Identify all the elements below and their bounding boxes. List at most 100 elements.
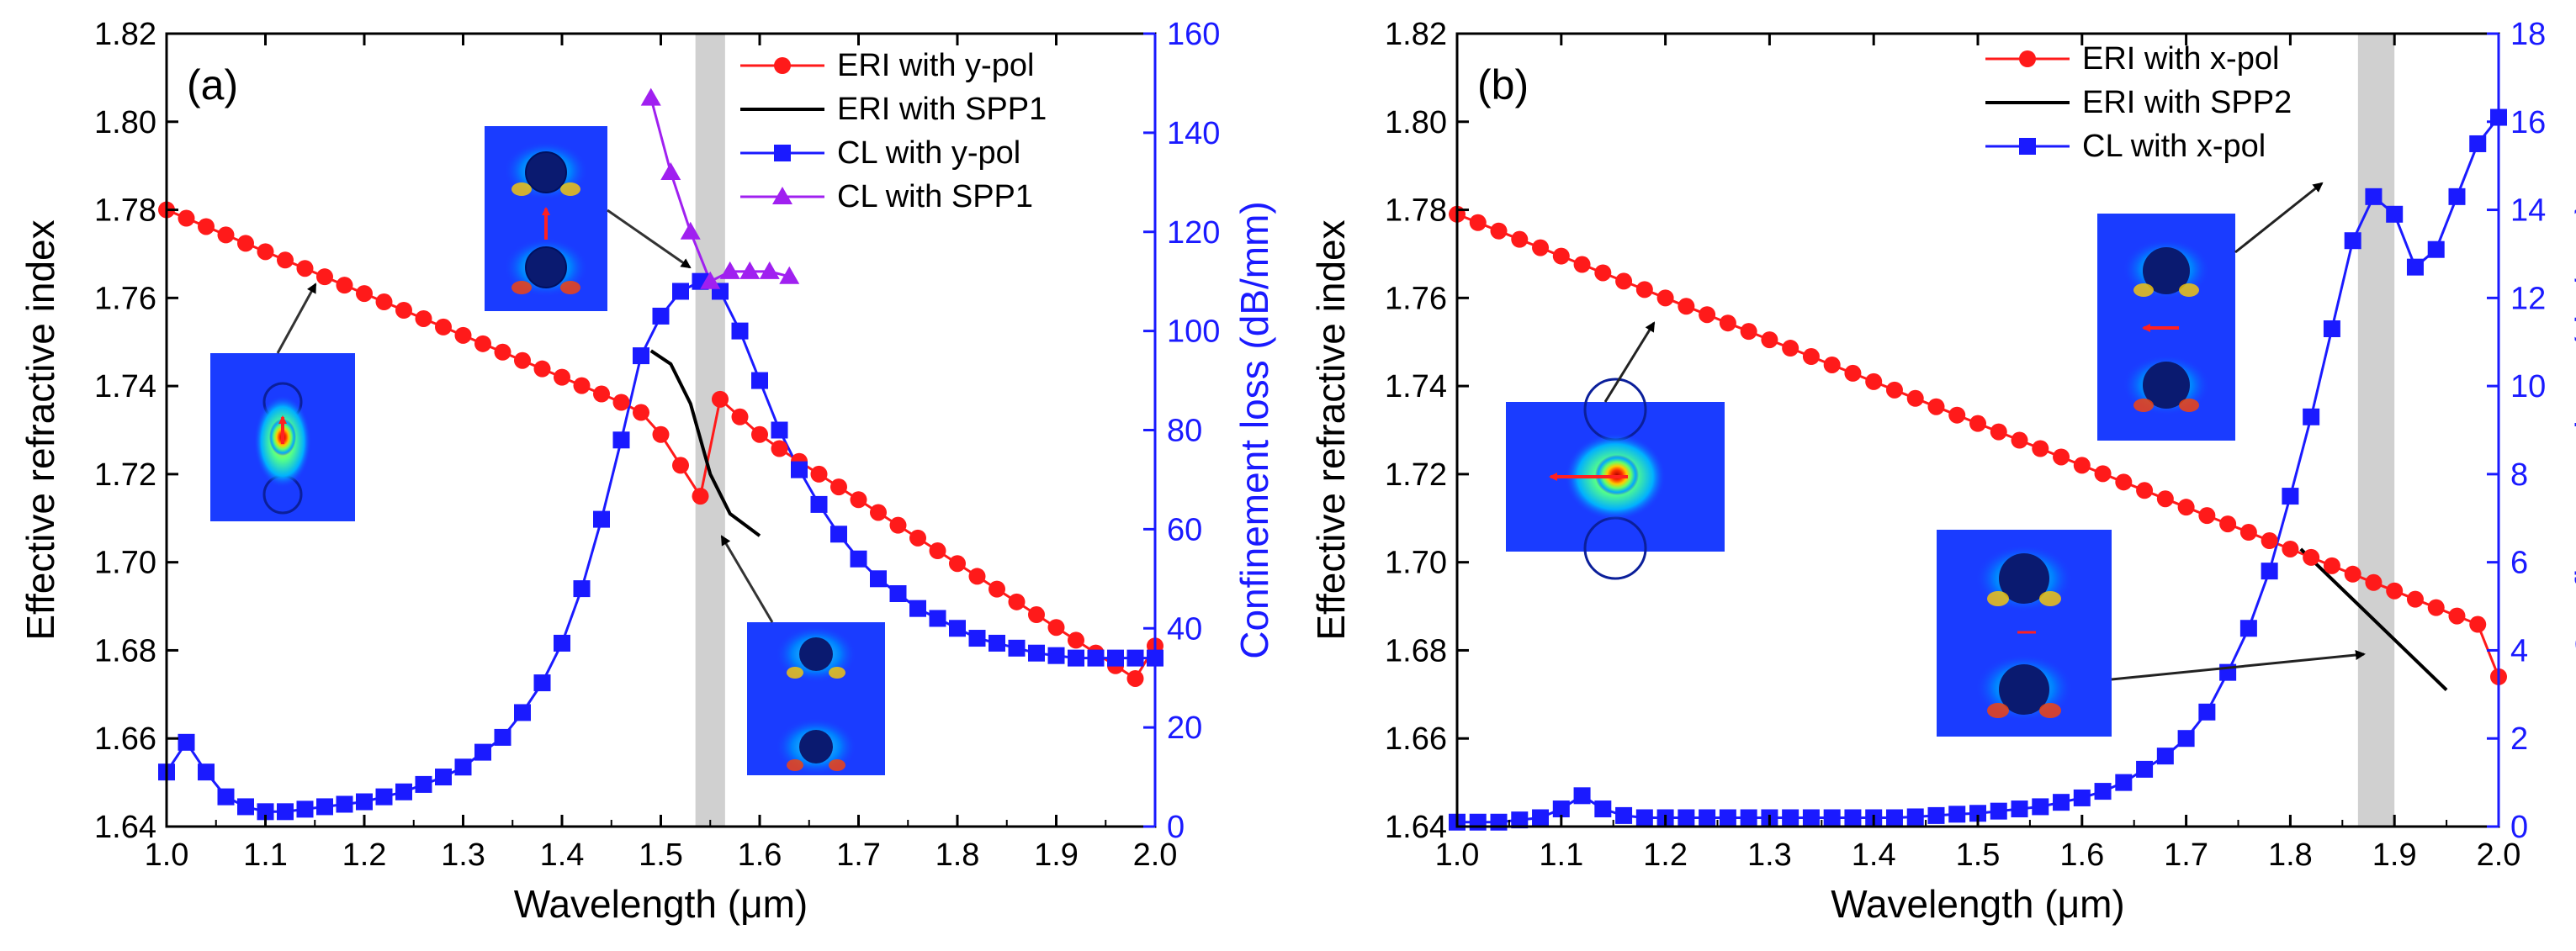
data-point-cl-with-spp1 [759, 261, 780, 279]
data-point-cl-with-y-pol [474, 743, 491, 761]
y-right-tick-label: 0 [2510, 810, 2528, 845]
legend-swatch-marker [2019, 138, 2036, 155]
data-point-eri-with-x-pol [1552, 247, 1570, 265]
data-point-cl-with-y-pol [1047, 647, 1065, 664]
panel-a: 1.0 1.1 1.2 1.3 1.4 1.5 1.6 1.7 1.8 1.9 2.0 1.64 1.6… [19, 17, 1276, 926]
data-point-cl-with-x-pol [2198, 703, 2216, 721]
data-point-cl-with-x-pol [1532, 809, 1550, 827]
x-tick-label: 1.9 [2372, 837, 2417, 873]
data-point-cl-with-x-pol [1844, 809, 1862, 827]
data-point-eri-with-y-pol [494, 343, 511, 361]
data-point-cl-with-y-pol [751, 372, 768, 389]
data-point-eri-with-y-pol [909, 529, 926, 547]
y-right-tick-label: 160 [1167, 17, 1220, 52]
data-point-eri-with-x-pol [2011, 431, 2028, 449]
legend-swatch-marker [774, 145, 791, 161]
data-point-cl-with-x-pol [1990, 802, 2007, 820]
data-point-eri-with-y-pol [514, 351, 531, 369]
data-point-eri-with-y-pol [889, 516, 907, 534]
highlight-band-b [2357, 34, 2395, 827]
data-point-cl-with-y-pol [277, 803, 294, 821]
data-point-cl-with-y-pol [909, 600, 926, 617]
data-point-cl-with-y-pol [731, 322, 749, 340]
data-point-eri-with-x-pol [2365, 573, 2383, 591]
data-point-cl-with-x-pol [2469, 135, 2487, 152]
x-tick-label: 1.8 [936, 837, 980, 873]
data-point-cl-with-x-pol [2115, 774, 2133, 791]
data-point-eri-with-y-pol [751, 425, 768, 443]
y-left-tick-label: 1.74 [1385, 369, 1447, 404]
x-tick-label: 1.9 [1034, 837, 1079, 873]
data-point-eri-with-x-pol [2469, 616, 2487, 633]
data-point-cl-with-y-pol [791, 461, 808, 478]
data-point-eri-with-x-pol [1469, 214, 1487, 231]
y-left-tick-label: 1.80 [1385, 105, 1447, 140]
data-point-cl-with-x-pol [2073, 789, 2091, 806]
a-axes: 1.0 1.1 1.2 1.3 1.4 1.5 1.6 1.7 1.8 1.9 2.0 1.64 1.6… [94, 17, 1220, 873]
series-line-eri-with-spp1 [649, 349, 761, 537]
data-point-cl-with-x-pol [2261, 563, 2278, 580]
data-point-eri-with-x-pol [1635, 281, 1653, 299]
y-axis-label-left-b: Effective refractive index [1309, 219, 1353, 640]
data-point-cl-with-y-pol [830, 526, 847, 543]
panel-b: 1.0 1.1 1.2 1.3 1.4 1.5 1.6 1.7 1.8 1.9 2.0 1.64 1.6… [1309, 17, 2576, 926]
data-point-cl-with-spp1 [739, 261, 761, 279]
data-point-cl-with-spp1 [700, 271, 721, 289]
data-point-eri-with-y-pol [573, 377, 591, 394]
data-point-eri-with-x-pol [2219, 515, 2237, 533]
data-point-cl-with-x-pol [2177, 730, 2195, 748]
y-axis-label-left-a: Effective refractive index [19, 219, 62, 640]
data-point-cl-with-x-pol [1678, 809, 1695, 827]
y-right-tick-label: 18 [2510, 17, 2546, 52]
data-point-eri-with-y-pol [731, 408, 749, 425]
data-point-cl-with-y-pol [593, 510, 610, 528]
y-right-tick-label: 8 [2510, 457, 2528, 493]
legend-label: ERI with SPP1 [837, 92, 1047, 127]
data-point-cl-with-x-pol [2011, 800, 2028, 818]
data-point-cl-with-y-pol [1068, 649, 1084, 667]
data-point-cl-with-x-pol [1719, 809, 1736, 827]
y-left-tick-label: 1.72 [1385, 457, 1447, 493]
data-point-eri-with-x-pol [1906, 389, 1924, 407]
data-point-cl-with-spp1 [660, 162, 681, 181]
data-point-eri-with-x-pol [2032, 440, 2049, 457]
data-point-eri-with-y-pol [198, 218, 215, 235]
y-right-tick-label: 14 [2510, 193, 2546, 229]
data-point-eri-with-y-pol [415, 309, 432, 327]
data-point-cl-with-y-pol [989, 634, 1005, 652]
data-point-eri-with-x-pol [2282, 540, 2299, 557]
data-point-eri-with-y-pol [316, 268, 333, 286]
data-point-cl-with-y-pol [1008, 639, 1026, 657]
legend-swatch-marker [772, 187, 792, 204]
data-point-cl-with-x-pol [1782, 809, 1799, 827]
x-axis-label-a: Wavelength (μm) [514, 882, 808, 926]
legend-a: ERI with y-pol ERI with SPP1 CL with y-pol… [740, 48, 1047, 214]
data-point-cl-with-x-pol [1699, 809, 1716, 827]
data-point-cl-with-y-pol [573, 580, 591, 598]
data-point-cl-with-spp1 [680, 221, 701, 240]
data-point-cl-with-x-pol [2094, 783, 2112, 800]
data-point-eri-with-x-pol [2406, 590, 2424, 608]
data-point-cl-with-x-pol [1552, 800, 1570, 818]
data-point-cl-with-y-pol [454, 758, 472, 776]
mode-field-inset-b2 [2097, 214, 2235, 441]
data-point-cl-with-y-pol [514, 704, 531, 721]
data-point-cl-with-y-pol [850, 550, 867, 568]
data-point-cl-with-y-pol [415, 775, 432, 793]
data-point-eri-with-y-pol [712, 390, 729, 408]
mode-field-inset-a2 [485, 126, 607, 311]
y-left-tick-label: 1.70 [1385, 546, 1447, 581]
x-tick-label: 1.1 [1539, 837, 1583, 873]
data-point-eri-with-y-pol [296, 260, 314, 277]
data-point-cl-with-y-pol [178, 733, 195, 751]
data-point-cl-with-x-pol [1969, 805, 1986, 822]
data-point-eri-with-y-pol [652, 425, 670, 443]
data-point-cl-with-y-pol [237, 798, 254, 816]
y-left-tick-label: 1.76 [1385, 281, 1447, 316]
data-point-cl-with-x-pol [2427, 240, 2445, 258]
data-point-eri-with-x-pol [2344, 565, 2361, 583]
y-right-tick-label: 10 [2510, 369, 2546, 404]
b-axes: 1.0 1.1 1.2 1.3 1.4 1.5 1.6 1.7 1.8 1.9 2.0 1.64 1.6… [1385, 17, 2546, 873]
y-left-tick-label: 1.80 [94, 105, 156, 140]
inset-b3-arrow [2111, 650, 2366, 681]
